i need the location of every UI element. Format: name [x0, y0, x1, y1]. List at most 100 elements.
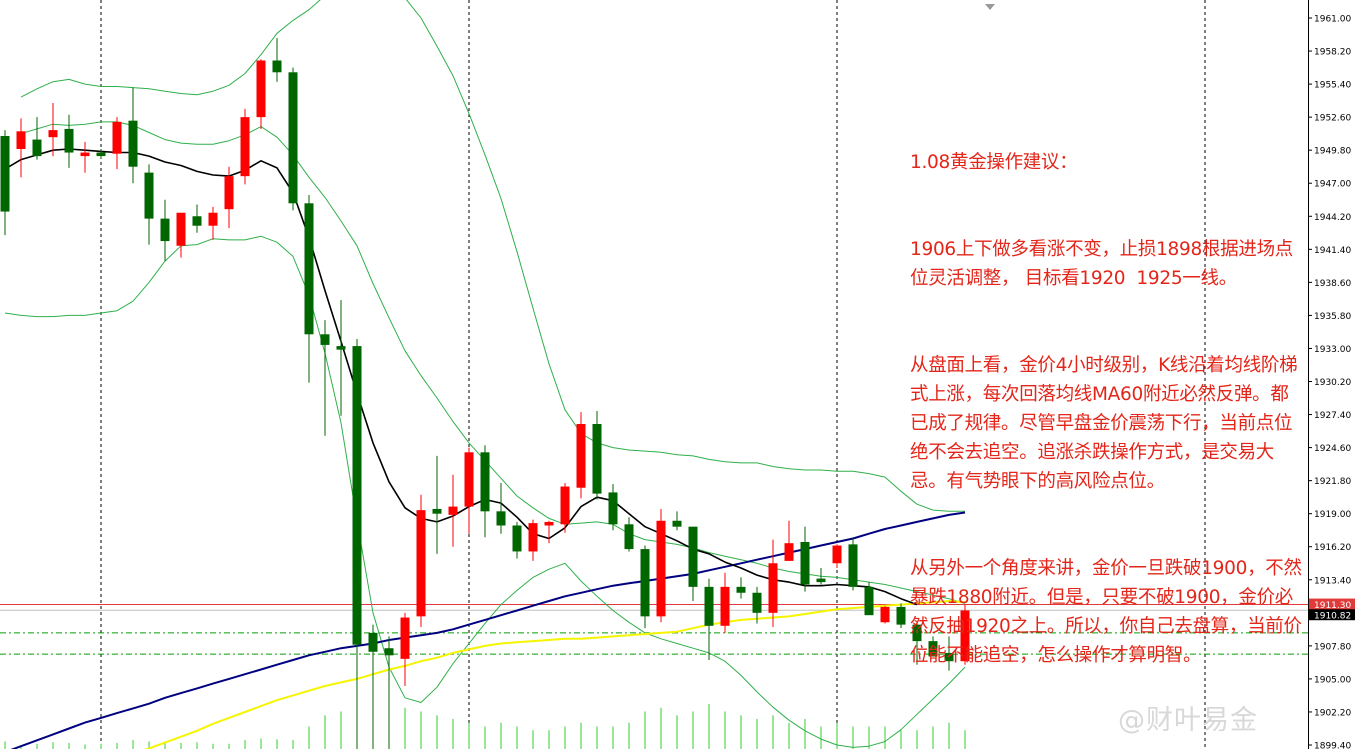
- candle-body: [656, 520, 666, 617]
- price-tick-label: 1921.80: [1314, 477, 1351, 487]
- price-tick-label: 1947.00: [1314, 180, 1351, 190]
- price-tick-label: 1930.20: [1314, 378, 1351, 388]
- candle: [608, 484, 618, 531]
- candle: [368, 624, 378, 749]
- candle: [208, 206, 218, 240]
- candle: [128, 87, 138, 184]
- candle-body: [128, 120, 138, 167]
- candle-body: [928, 641, 938, 657]
- ma-yellow-line: [143, 600, 966, 749]
- candle-body: [144, 172, 154, 219]
- candle-body: [544, 521, 554, 526]
- candle-body: [16, 131, 26, 150]
- candle: [592, 411, 602, 500]
- candle-body: [912, 624, 922, 642]
- candle: [32, 117, 42, 160]
- candle-body: [736, 586, 746, 593]
- candle: [448, 474, 458, 547]
- candle-body: [608, 492, 618, 525]
- price-tick-label: 1938.60: [1314, 279, 1351, 289]
- candle-body: [672, 520, 682, 527]
- candle-body: [304, 203, 314, 335]
- candle: [720, 572, 730, 633]
- candle: [336, 300, 346, 416]
- candle: [864, 582, 874, 616]
- ma-black-line: [4, 148, 918, 606]
- candle: [912, 622, 922, 665]
- candle-body: [720, 586, 730, 626]
- candle: [112, 117, 122, 170]
- candle-body: [336, 346, 346, 350]
- candle-body: [368, 632, 378, 652]
- price-tick-label: 1916.20: [1314, 543, 1351, 553]
- price-tick-label: 1961.00: [1314, 15, 1351, 25]
- candle: [16, 118, 26, 178]
- candle-body: [176, 212, 186, 246]
- candle-body: [224, 176, 234, 210]
- candle: [832, 544, 842, 568]
- candle-body: [112, 121, 122, 154]
- candle: [224, 166, 234, 229]
- candle-body: [688, 526, 698, 587]
- price-tick-label: 1919.00: [1314, 510, 1351, 520]
- candle-body: [272, 60, 282, 73]
- price-tick-label: 1905.00: [1314, 675, 1351, 685]
- candle: [480, 445, 490, 538]
- candle: [272, 38, 282, 82]
- candle-body: [784, 543, 794, 561]
- candle: [496, 482, 506, 534]
- candle-body: [768, 563, 778, 613]
- candle-body: [464, 452, 474, 507]
- candle: [800, 526, 810, 592]
- analysis-note: 1.08黄金操作建议： 1906上下做多看涨不变，止损1898根据进场点位灵活调…: [910, 90, 1305, 699]
- candle-body: [320, 334, 330, 345]
- candle-body: [192, 216, 202, 226]
- candles: [0, 38, 970, 749]
- candle: [560, 482, 570, 533]
- candle-body: [448, 506, 458, 515]
- candle-body: [288, 72, 298, 204]
- price-tick-label: 1933.00: [1314, 345, 1351, 355]
- price-tick-label: 1907.80: [1314, 642, 1351, 652]
- watermark: @财叶易金: [1118, 705, 1258, 736]
- candle: [784, 520, 794, 561]
- chart-shift-marker[interactable]: [985, 4, 995, 10]
- candle-body: [800, 542, 810, 585]
- candle-body: [496, 511, 506, 526]
- candle: [0, 130, 10, 236]
- candle: [848, 538, 858, 591]
- candle: [176, 212, 186, 258]
- candle-body: [624, 524, 634, 550]
- candle: [464, 447, 474, 534]
- candle: [640, 545, 650, 629]
- candle: [80, 141, 90, 173]
- candle-body: [528, 523, 538, 552]
- candle-body: [880, 606, 890, 623]
- price-tick-label: 1935.80: [1314, 312, 1351, 322]
- candle: [144, 164, 154, 245]
- price-tick-label: 1944.20: [1314, 213, 1351, 223]
- candle: [528, 519, 538, 561]
- candle-body: [48, 130, 58, 138]
- bid-price-label: 1910.82: [1314, 612, 1351, 622]
- candle-body: [896, 606, 906, 625]
- price-tick-label: 1955.40: [1314, 81, 1351, 91]
- candle: [432, 455, 442, 554]
- candle: [400, 612, 410, 686]
- price-axis: 1961.00 1958.20 1955.40 1952.60 1949.80 1947.…: [1308, 0, 1356, 749]
- candle-body: [432, 508, 442, 514]
- candle-body: [64, 128, 74, 153]
- candle: [928, 636, 938, 657]
- candle: [384, 636, 394, 749]
- ask-price-label: 1911.30: [1314, 601, 1351, 611]
- candle: [656, 508, 666, 623]
- candle-body: [832, 545, 842, 564]
- price-tick-label: 1927.40: [1314, 411, 1351, 421]
- candle-body: [208, 212, 218, 226]
- candle: [736, 577, 746, 599]
- candle-body: [816, 578, 826, 583]
- price-tick-label: 1949.80: [1314, 147, 1351, 157]
- candle: [288, 67, 298, 211]
